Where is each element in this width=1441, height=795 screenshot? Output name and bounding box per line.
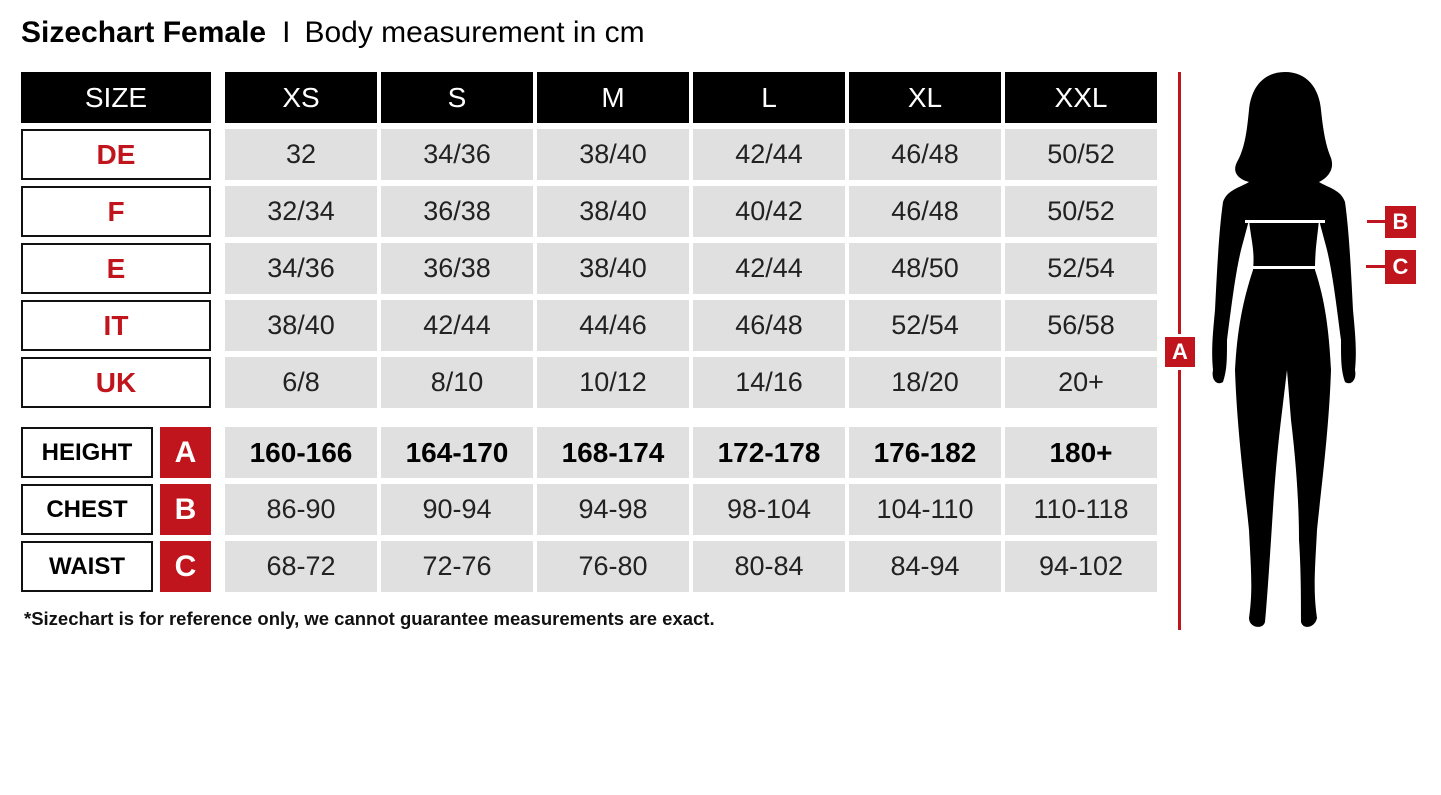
table-cell: 48/50 bbox=[849, 243, 1001, 294]
row-label-it: IT bbox=[21, 300, 211, 351]
table-cell: 38/40 bbox=[537, 243, 689, 294]
table-cell: 36/38 bbox=[381, 243, 533, 294]
table-cell: 8/10 bbox=[381, 357, 533, 408]
table-cell: 86-90 bbox=[225, 484, 377, 535]
table-cell: 46/48 bbox=[849, 129, 1001, 180]
row-label-f: F bbox=[21, 186, 211, 237]
table-cell: 98-104 bbox=[693, 484, 845, 535]
height-line bbox=[1178, 72, 1181, 334]
table-cell: 42/44 bbox=[693, 243, 845, 294]
marker-b: B bbox=[1385, 206, 1416, 238]
table-cell: 94-102 bbox=[1005, 541, 1157, 592]
size-header-m: M bbox=[537, 72, 689, 123]
footnote: *Sizechart is for reference only, we can… bbox=[24, 608, 715, 629]
marker-c: C bbox=[1385, 250, 1416, 284]
table-cell: 172-178 bbox=[693, 427, 845, 478]
table-cell: 38/40 bbox=[537, 129, 689, 180]
title-bold: Sizechart Female bbox=[21, 16, 267, 49]
table-cell: 50/52 bbox=[1005, 186, 1157, 237]
table-cell: 176-182 bbox=[849, 427, 1001, 478]
row-label-height: HEIGHT bbox=[21, 427, 153, 478]
chest-tick bbox=[1367, 220, 1385, 223]
row-label-uk: UK bbox=[21, 357, 211, 408]
table-cell: 76-80 bbox=[537, 541, 689, 592]
title-subtitle: Body measurement in cm bbox=[304, 16, 645, 49]
table-cell: 44/46 bbox=[537, 300, 689, 351]
table-cell: 42/44 bbox=[693, 129, 845, 180]
table-cell: 80-84 bbox=[693, 541, 845, 592]
table-cell: 168-174 bbox=[537, 427, 689, 478]
table-cell: 42/44 bbox=[381, 300, 533, 351]
table-cell: 38/40 bbox=[225, 300, 377, 351]
table-cell: 32/34 bbox=[225, 186, 377, 237]
marker-badge: B bbox=[160, 484, 211, 535]
table-cell: 160-166 bbox=[225, 427, 377, 478]
table-cell: 10/12 bbox=[537, 357, 689, 408]
size-header-corner: SIZE bbox=[21, 72, 211, 123]
table-cell: 32 bbox=[225, 129, 377, 180]
marker-a: A bbox=[1165, 337, 1195, 367]
waist-tick bbox=[1366, 265, 1385, 268]
table-cell: 40/42 bbox=[693, 186, 845, 237]
title-separator: I bbox=[282, 16, 291, 49]
size-header-l: L bbox=[693, 72, 845, 123]
table-cell: 34/36 bbox=[225, 243, 377, 294]
table-cell: 72-76 bbox=[381, 541, 533, 592]
table-cell: 110-118 bbox=[1005, 484, 1157, 535]
row-label-waist: WAIST bbox=[21, 541, 153, 592]
table-cell: 50/52 bbox=[1005, 129, 1157, 180]
table-cell: 94-98 bbox=[537, 484, 689, 535]
table-cell: 56/58 bbox=[1005, 300, 1157, 351]
table-cell: 38/40 bbox=[537, 186, 689, 237]
table-cell: 36/38 bbox=[381, 186, 533, 237]
size-header-xxl: XXL bbox=[1005, 72, 1157, 123]
table-cell: 46/48 bbox=[849, 186, 1001, 237]
row-label-de: DE bbox=[21, 129, 211, 180]
table-cell: 68-72 bbox=[225, 541, 377, 592]
row-label-e: E bbox=[21, 243, 211, 294]
table-cell: 104-110 bbox=[849, 484, 1001, 535]
table-cell: 20+ bbox=[1005, 357, 1157, 408]
table-cell: 46/48 bbox=[693, 300, 845, 351]
table-cell: 90-94 bbox=[381, 484, 533, 535]
table-cell: 6/8 bbox=[225, 357, 377, 408]
size-header-xl: XL bbox=[849, 72, 1001, 123]
table-cell: 180+ bbox=[1005, 427, 1157, 478]
size-header-s: S bbox=[381, 72, 533, 123]
table-cell: 52/54 bbox=[1005, 243, 1157, 294]
marker-badge: A bbox=[160, 427, 211, 478]
marker-badge: C bbox=[160, 541, 211, 592]
table-cell: 52/54 bbox=[849, 300, 1001, 351]
table-cell: 18/20 bbox=[849, 357, 1001, 408]
table-cell: 164-170 bbox=[381, 427, 533, 478]
table-cell: 14/16 bbox=[693, 357, 845, 408]
size-header-xs: XS bbox=[225, 72, 377, 123]
table-cell: 34/36 bbox=[381, 129, 533, 180]
female-silhouette-icon bbox=[1212, 72, 1356, 627]
table-cell: 84-94 bbox=[849, 541, 1001, 592]
height-line-lower bbox=[1178, 370, 1181, 630]
row-label-chest: CHEST bbox=[21, 484, 153, 535]
page-title: Sizechart Female I Body measurement in cm bbox=[21, 16, 645, 50]
